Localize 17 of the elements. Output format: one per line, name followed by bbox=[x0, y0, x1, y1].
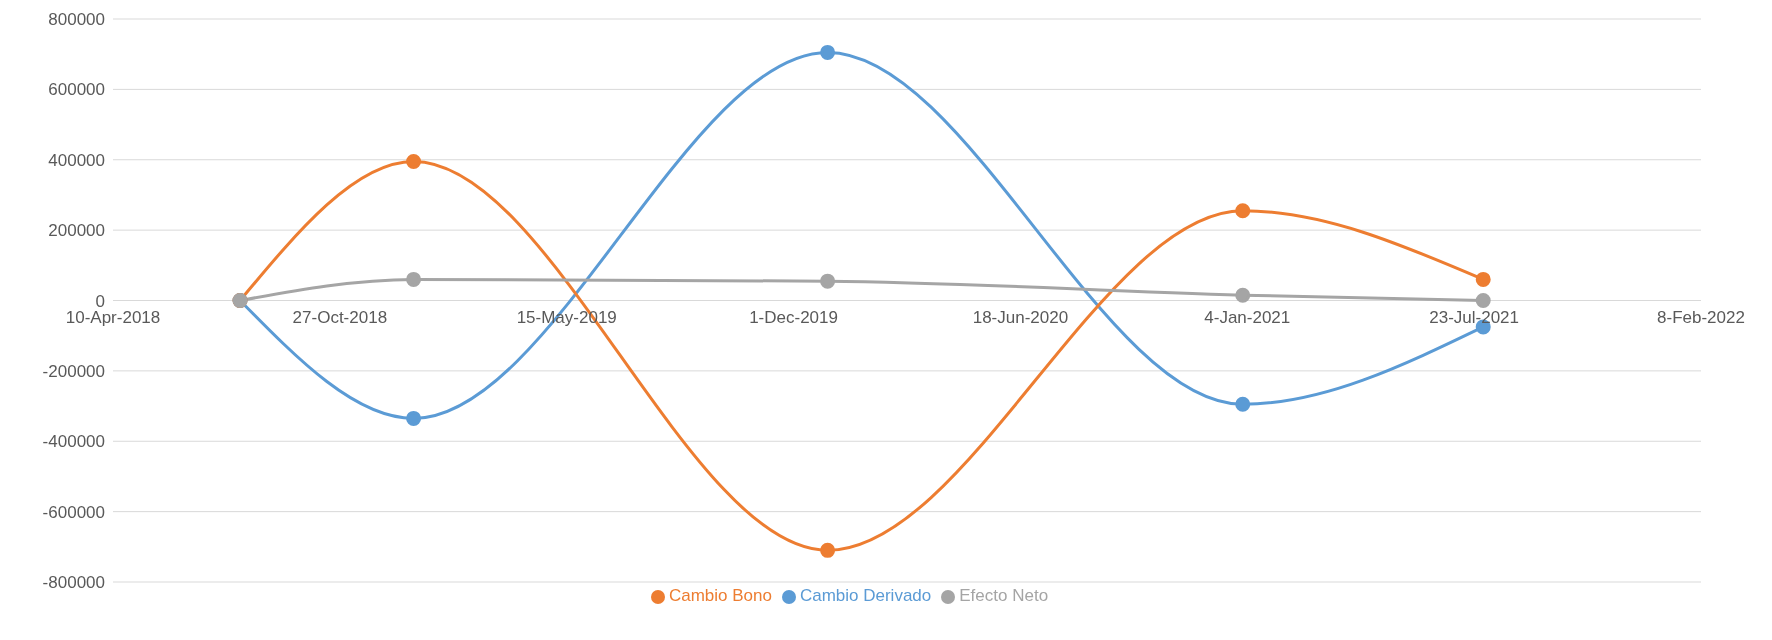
y-tick-label: 400000 bbox=[48, 150, 105, 170]
x-tick-label: 1-Dec-2019 bbox=[749, 307, 838, 327]
y-tick-label: -800000 bbox=[42, 573, 105, 593]
legend-label: Efecto Neto bbox=[959, 586, 1049, 605]
y-tick-label: -400000 bbox=[42, 432, 105, 452]
x-tick-label: 23-Jul-2021 bbox=[1429, 307, 1520, 327]
x-tick-label: 8-Feb-2022 bbox=[1657, 307, 1745, 327]
legend-label: Cambio Derivado bbox=[799, 586, 932, 605]
y-tick-label: 600000 bbox=[48, 80, 105, 100]
y-tick-label: 200000 bbox=[48, 221, 105, 241]
x-tick-label: 4-Jan-2021 bbox=[1204, 307, 1291, 327]
y-tick-label: -200000 bbox=[42, 361, 105, 381]
y-tick-label: -600000 bbox=[42, 502, 105, 522]
x-tick-label: 18-Jun-2020 bbox=[972, 307, 1069, 327]
legend-label: Cambio Bono bbox=[668, 586, 772, 605]
y-tick-label: 800000 bbox=[48, 10, 105, 30]
x-tick-label: 27-Oct-2018 bbox=[292, 307, 388, 327]
